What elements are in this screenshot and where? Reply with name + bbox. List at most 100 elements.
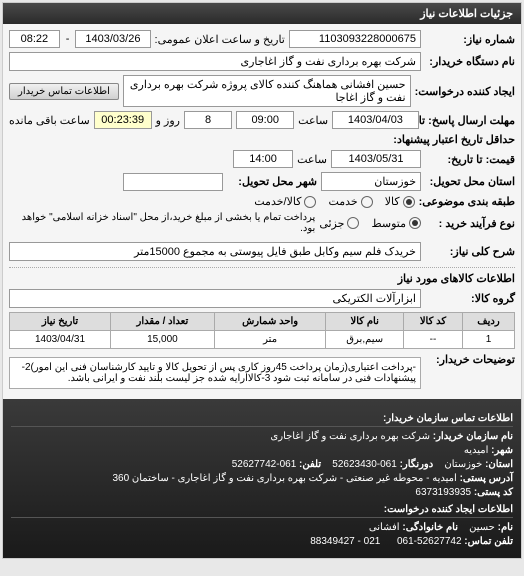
request-no-field: 1103093228000675 <box>289 30 421 48</box>
goods-group-label: گروه کالا: <box>425 292 515 305</box>
phone-label: تلفن: <box>299 459 321 470</box>
goods-group-value: ابزارآلات الکتریکی <box>9 289 421 308</box>
org-contact-header: اطلاعات تماس سازمان خریدار: <box>11 413 513 427</box>
row-goods-group: گروه کالا: ابزارآلات الکتریکی <box>9 289 515 308</box>
payment-radio-group: متوسط جزئی <box>319 217 421 230</box>
radio-goods-label: کالا <box>385 195 400 208</box>
goods-table: ردیف کد کالا نام کالا واحد شمارش تعداد /… <box>9 312 515 349</box>
announce-date: 1403/03/26 <box>75 30 150 48</box>
radio-medium <box>409 217 421 229</box>
province-label: استان: <box>485 459 513 470</box>
cell-date: 1403/04/31 <box>10 331 111 349</box>
cell-qty: 15,000 <box>110 331 214 349</box>
time-unit2: ساعت <box>297 153 327 166</box>
province-row: استان: خوزستان دورنگار: 061-52623430 تلف… <box>11 459 513 470</box>
cell-code: -- <box>404 331 463 349</box>
validity-label: حداقل تاریخ اعتبار پیشنهاد: <box>393 133 515 146</box>
row-delivery: استان محل تحویل: خوزستان شهر محل تحویل: <box>9 172 515 191</box>
table-header-row: ردیف کد کالا نام کالا واحد شمارش تعداد /… <box>10 313 515 331</box>
creator-lastname-label: نام خانوادگی: <box>402 522 458 533</box>
radio-service-item[interactable]: خدمت <box>328 195 372 208</box>
requester-label: ایجاد کننده درخواست: <box>415 85 515 98</box>
row-notes: توضیحات خریدار: -پرداخت اعتباری(زمان پرد… <box>9 353 515 389</box>
contact-info-button[interactable]: اطلاعات تماس خریدار <box>9 83 119 100</box>
creator-contact-header: اطلاعات ایجاد کننده درخواست: <box>11 504 513 518</box>
org-name-label: نام سازمان خریدار: <box>433 431 513 442</box>
city-value: امیدیه <box>464 445 489 456</box>
radio-goods-item[interactable]: کالا <box>385 195 415 208</box>
province-value: خوزستان <box>444 459 482 470</box>
category-radio-group: کالا خدمت کالا/خدمت <box>254 195 414 208</box>
creator-lastname: افشانی <box>369 522 400 533</box>
radio-partial-item[interactable]: جزئی <box>319 217 359 230</box>
remain-days: 8 <box>184 111 232 129</box>
panel-title: جزئیات اطلاعات نیاز <box>3 3 521 24</box>
radio-medium-item[interactable]: متوسط <box>371 217 421 230</box>
validity-from-label: قیمت: تا تاریخ: <box>425 153 515 166</box>
days-unit: روز و <box>156 114 180 127</box>
creator-ext: 021 - 88349427 <box>310 536 380 547</box>
address-row: آدرس پستی: امیدیه - محوطه غیر صنعتی - شر… <box>11 473 513 484</box>
radio-both-label: کالا/خدمت <box>254 195 301 208</box>
col-date: تاریخ نیاز <box>10 313 111 331</box>
request-no-label: شماره نیاز: <box>425 33 515 46</box>
announce-label: تاریخ و ساعت اعلان عمومی: <box>155 33 285 46</box>
row-validity: حداقل تاریخ اعتبار پیشنهاد: <box>9 133 515 146</box>
remain-label: ساعت باقی مانده <box>9 114 90 127</box>
postal-label: کد پستی: <box>474 487 513 498</box>
radio-partial <box>347 217 359 229</box>
radio-both <box>304 196 316 208</box>
desc-text: خریدک فلم سیم وکابل طبق فایل پیوستی به م… <box>9 242 421 261</box>
goods-section-title: اطلاعات کالاهای مورد نیاز <box>9 267 515 289</box>
remain-time: 00:23:39 <box>94 111 152 129</box>
creator-name: حسین <box>469 522 495 533</box>
fax-label: دورنگار: <box>400 459 434 470</box>
radio-goods <box>403 196 415 208</box>
requester-name: حسین افشانی هماهنگ کننده کالای پروژه شرک… <box>123 75 411 107</box>
delivery-state-label: استان محل تحویل: <box>425 175 515 188</box>
creator-phone-label: تلفن تماس: <box>464 536 513 547</box>
radio-both-item[interactable]: کالا/خدمت <box>254 195 316 208</box>
delivery-city-label: شهر محل تحویل: <box>227 175 317 188</box>
payment-label: نوع فرآیند خرید : <box>425 217 515 230</box>
creator-phone-row: تلفن تماس: 061-52627742 021 - 88349427 <box>11 536 513 547</box>
radio-service <box>361 196 373 208</box>
delivery-city <box>123 173 223 191</box>
col-row-no: ردیف <box>462 313 514 331</box>
radio-service-label: خدمت <box>328 195 357 208</box>
org-name: شرکت بهره برداری نفت و گاز اغاجاری <box>270 431 430 442</box>
phone-value: 061-52627742 <box>232 459 297 470</box>
row-category: طبقه بندی موضوعی: کالا خدمت کالا/خدمت <box>9 195 515 208</box>
col-name: نام کالا <box>326 313 404 331</box>
row-requester: ایجاد کننده درخواست: حسین افشانی هماهنگ … <box>9 75 515 107</box>
buyer-label: نام دستگاه خریدار: <box>425 55 515 68</box>
row-request-no: شماره نیاز: 1103093228000675 تاریخ و ساع… <box>9 30 515 48</box>
announce-time: 08:22 <box>9 30 60 48</box>
row-buyer: نام دستگاه خریدار: شرکت بهره برداری نفت … <box>9 52 515 71</box>
cell-unit: متر <box>214 331 326 349</box>
row-desc: شرح کلی نیاز: خریدک فلم سیم وکابل طبق فا… <box>9 242 515 261</box>
dash-sep: - <box>64 33 72 45</box>
city-label: شهر: <box>491 445 513 456</box>
panel-body: شماره نیاز: 1103093228000675 تاریخ و ساع… <box>3 24 521 399</box>
row-payment: نوع فرآیند خرید : متوسط جزئی پرداخت تمام… <box>9 212 515 234</box>
org-name-row: نام سازمان خریدار: شرکت بهره برداری نفت … <box>11 431 513 442</box>
delivery-state: خوزستان <box>321 172 421 191</box>
payment-note: پرداخت تمام یا بخشی از مبلغ خرید،از محل … <box>9 212 315 234</box>
address-value: امیدیه - محوطه غیر صنعتی - شرکت بهره برد… <box>112 473 456 484</box>
address-label: آدرس پستی: <box>460 473 513 484</box>
creator-name-row: نام: حسین نام خانوادگی: افشانی <box>11 522 513 533</box>
row-deadline: مهلت ارسال پاسخ: تا 1403/04/03 ساعت 09:0… <box>9 111 515 129</box>
notes-label: توضیحات خریدار: <box>425 353 515 366</box>
buyer-name: شرکت بهره برداری نفت و گاز اغاجاری <box>9 52 421 71</box>
col-unit: واحد شمارش <box>214 313 326 331</box>
postal-value: 6373193935 <box>415 487 471 498</box>
fax-value: 061-52623430 <box>332 459 397 470</box>
col-qty: تعداد / مقدار <box>110 313 214 331</box>
time-unit-label: ساعت <box>298 114 328 127</box>
deadline-date: 1403/04/03 <box>332 111 419 129</box>
contact-section: اطلاعات تماس سازمان خریدار: نام سازمان خ… <box>3 399 521 558</box>
deadline-time: 09:00 <box>236 111 294 129</box>
validity-time: 14:00 <box>233 150 293 168</box>
radio-partial-label: جزئی <box>319 217 344 230</box>
